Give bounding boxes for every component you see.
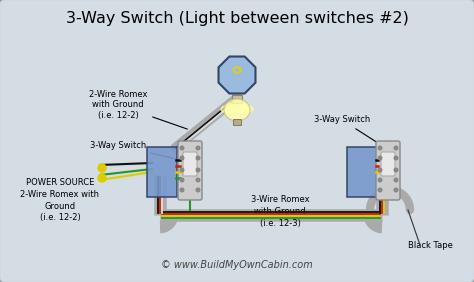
Circle shape	[180, 178, 184, 182]
Text: 3-Wire Romex
with Ground
(i.e. 12-3): 3-Wire Romex with Ground (i.e. 12-3)	[251, 195, 310, 228]
Ellipse shape	[224, 99, 250, 121]
Text: 3-Way Switch: 3-Way Switch	[90, 140, 177, 159]
Circle shape	[394, 188, 398, 192]
Circle shape	[394, 168, 398, 172]
Polygon shape	[219, 56, 255, 93]
Circle shape	[196, 188, 200, 192]
Circle shape	[196, 156, 200, 160]
Circle shape	[98, 174, 106, 182]
Circle shape	[394, 178, 398, 182]
Text: POWER SOURCE
2-Wire Romex with
Ground
(i.e. 12-2): POWER SOURCE 2-Wire Romex with Ground (i…	[20, 178, 100, 222]
Circle shape	[180, 146, 184, 150]
Circle shape	[180, 188, 184, 192]
FancyBboxPatch shape	[381, 152, 395, 176]
FancyBboxPatch shape	[376, 141, 400, 200]
Circle shape	[394, 156, 398, 160]
FancyBboxPatch shape	[147, 147, 177, 197]
Circle shape	[180, 156, 184, 160]
Circle shape	[378, 178, 382, 182]
Circle shape	[378, 168, 382, 172]
FancyBboxPatch shape	[178, 141, 202, 200]
Circle shape	[378, 156, 382, 160]
Circle shape	[180, 168, 184, 172]
Circle shape	[196, 146, 200, 150]
Text: 3-Way Switch (Light between switches #2): 3-Way Switch (Light between switches #2)	[65, 10, 409, 25]
Circle shape	[378, 146, 382, 150]
FancyBboxPatch shape	[183, 152, 197, 176]
Circle shape	[98, 164, 106, 172]
Polygon shape	[221, 103, 253, 113]
Circle shape	[196, 178, 200, 182]
Circle shape	[196, 168, 200, 172]
FancyBboxPatch shape	[233, 119, 241, 125]
Circle shape	[394, 146, 398, 150]
Text: © www.BuildMyOwnCabin.com: © www.BuildMyOwnCabin.com	[161, 260, 313, 270]
Text: Black Tape: Black Tape	[408, 241, 453, 250]
FancyBboxPatch shape	[347, 147, 377, 197]
FancyBboxPatch shape	[232, 95, 242, 103]
Text: 2-Wire Romex
with Ground
(i.e. 12-2): 2-Wire Romex with Ground (i.e. 12-2)	[89, 90, 187, 129]
Circle shape	[378, 188, 382, 192]
Text: 3-Way Switch: 3-Way Switch	[314, 116, 376, 142]
